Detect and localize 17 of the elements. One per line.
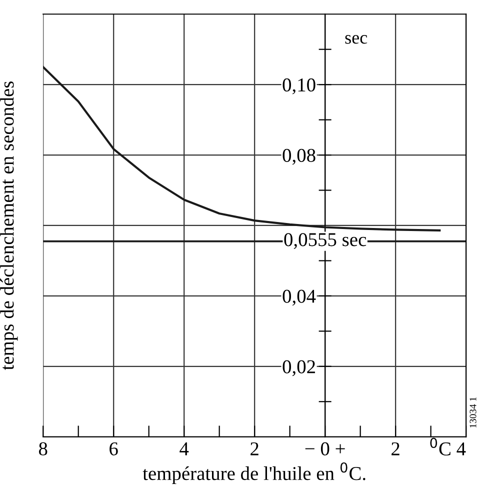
y-tick-label: 0,08 — [282, 148, 316, 165]
x-tick-label: 2 — [250, 442, 258, 456]
y-tick-label: 0,02 — [282, 360, 315, 376]
x-tick-label: $^{0}$C 4 — [430, 438, 466, 456]
line-series — [43, 66, 441, 232]
x-tick-label: 8 — [38, 442, 48, 456]
text: 13034 1 — [470, 397, 476, 428]
x-tick-label: 6 — [110, 442, 118, 456]
y-tick-label: 0,04 — [282, 290, 316, 306]
y-tick-label: 0,10 — [282, 78, 316, 94]
x-tick-label: − 0 + — [305, 442, 345, 456]
x-axis-title: température de l'huile en $^{0}$C. — [142, 462, 366, 484]
y-axis-title: temps de déclenchement en secondes — [0, 82, 18, 370]
x-tick-label: 2 — [392, 442, 400, 456]
annotation: sec — [345, 35, 368, 44]
x-tick-label: 4 — [180, 442, 189, 456]
ref-line-label: 0,0555 sec — [284, 233, 366, 249]
